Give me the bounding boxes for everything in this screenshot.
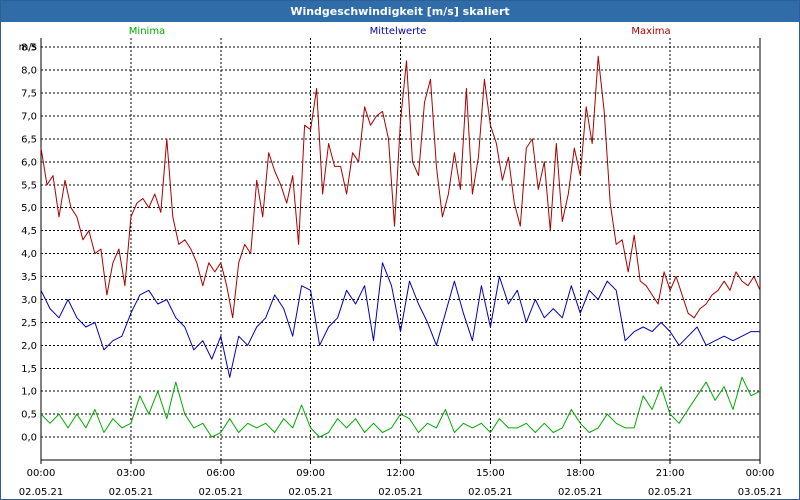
x-tick-date: 03.05.21 [738,487,783,498]
y-tick-label: 4,0 [21,249,37,260]
x-tick-time: 03:00 [116,468,145,479]
y-tick-label: 7,5 [21,89,37,100]
x-tick-labels: 00:00 02.05.21 03:00 02.05.21 06:00 02.05.21 0… [19,468,783,498]
x-tick-date: 02.05.21 [378,487,423,498]
y-tick-label: 6,5 [21,134,37,145]
x-tick-date: 02.05.21 [468,487,513,498]
y-tick-label: 8,0 [21,66,37,77]
x-tick-date: 02.05.21 [288,487,333,498]
x-tick-time: 12:00 [386,468,415,479]
x-tick-time: 09:00 [296,468,325,479]
x-tick-date: 02.05.21 [109,487,154,498]
x-tick-date: 02.05.21 [198,487,243,498]
y-tick-label: 2,0 [21,341,37,352]
x-tick-time: 00:00 [27,468,56,479]
x-tick-time: 00:00 [746,468,775,479]
x-tick-time: 15:00 [476,468,505,479]
x-tick-time: 18:00 [566,468,595,479]
y-tick-label: 0,0 [21,433,37,444]
legend-minima: Minima [129,26,165,37]
window-title: Windgeschwindigkeit [m/s] skaliert [1,1,799,22]
x-tick-date: 02.05.21 [19,487,64,498]
y-tick-labels: 0,0 0,5 1,0 1,5 2,0 2,5 3,0 3,5 4,0 4,5 5,0 5,5 6,0 6… [21,43,37,444]
x-tick-time: 06:00 [206,468,235,479]
legend-mittelwerte: Mittelwerte [370,26,427,37]
y-tick-label: 7,0 [21,111,37,122]
y-tick-label: 3,5 [21,272,37,283]
x-tick-date: 02.05.21 [648,487,693,498]
y-tick-label: 2,5 [21,318,37,329]
y-axis-unit: m/s [19,42,37,53]
wind-speed-chart: 0,0 0,5 1,0 1,5 2,0 2,5 3,0 3,5 4,0 4,5 5,0 5,5 6,0 6… [1,22,799,499]
y-tick-label: 0,5 [21,410,37,421]
y-tick-label: 4,5 [21,226,37,237]
x-tick-time: 21:00 [656,468,685,479]
y-tick-label: 5,0 [21,203,37,214]
y-tick-label: 5,5 [21,180,37,191]
legend-maxima: Maxima [631,26,670,37]
y-tick-label: 1,5 [21,364,37,375]
grid-lines [41,38,760,460]
y-tick-label: 6,0 [21,157,37,168]
y-tick-label: 1,0 [21,387,37,398]
y-tick-label: 3,0 [21,295,37,306]
x-tick-date: 02.05.21 [558,487,603,498]
